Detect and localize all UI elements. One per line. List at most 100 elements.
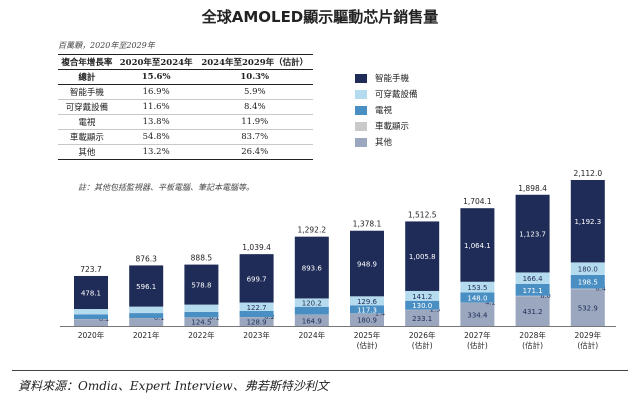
table-row: 電視 13.8% 11.9% [58,114,313,130]
data-label: 431.2 [523,308,543,316]
table-cell: 16.9% [115,84,197,100]
bar-segment [570,289,605,326]
bar-segment [294,298,329,307]
bar-segment [460,208,495,282]
source-note: 資料來源：Omdia、Expert Interview、弗若斯特沙利文 [18,379,329,393]
data-label: 124.5 [191,319,211,327]
total-label: 1,378.1 [353,220,382,229]
legend-item-others: 其他 [355,134,418,150]
total-label: 1,292.2 [297,226,326,235]
data-label: 478.1 [81,289,101,297]
legend-item-wearable: 可穿戴設備 [355,86,418,102]
data-label: 1,005.8 [409,253,436,261]
x-tick-label: (估計) [522,340,543,350]
bar-segment [570,179,605,263]
x-tick-label: (估計) [467,340,488,350]
bar-segment [350,313,384,326]
total-label: 1,704.1 [463,197,492,206]
bar-segment [460,292,495,303]
x-tick-label: (估計) [577,340,598,350]
bar-segment [184,264,219,305]
bar-segment [460,281,495,293]
bar-segment [184,304,219,312]
data-label: 1,192.3 [574,218,601,226]
bar-segment [74,309,108,315]
data-label: 128.9 [247,319,267,327]
bar-segment [239,254,274,303]
data-label: 130.0 [412,302,432,310]
x-tick-label: 2028年 [519,330,546,340]
bar-segment [570,288,605,290]
bar-segment [405,221,440,291]
bar-segment [184,317,219,326]
total-label: 723.7 [80,265,102,274]
x-tick-label: (估計) [357,340,378,350]
table-cell: 車載顯示 [58,129,116,145]
data-label: 171.1 [523,287,543,295]
data-label: 129.6 [357,298,378,306]
data-label: 532.9 [578,305,598,313]
bar-segment [350,230,384,297]
bar-segment [74,275,108,310]
chart-title: 全球AMOLED顯示驅動芯片銷售量 [201,8,439,26]
table-cell: 可穿戴設備 [58,99,116,115]
data-label: 948.9 [357,261,377,269]
bar-segment [294,314,329,326]
x-tick-label: 2023年 [243,330,270,340]
x-tick-label: 2022年 [188,330,215,340]
bar-segment [294,306,329,315]
bar-segment [129,306,164,314]
legend-item-smartphone: 智能手機 [355,70,418,86]
data-label: 180.0 [578,266,598,274]
bar-segment [405,290,440,301]
table-row: 其他 13.2% 26.4% [58,144,313,160]
x-tick-label: 2021年 [133,330,160,340]
data-label: 578.8 [191,282,211,290]
data-label: 141.2 [412,293,432,301]
table-cell: 54.8% [115,129,197,145]
bar-segment [405,300,440,310]
bar-segment [74,314,108,320]
x-tick-label: 2029年 [575,330,602,340]
cagr-total-row: 總計 15.6% 10.3% [58,69,313,85]
bar-segment [515,283,550,296]
bar-segment [515,194,550,273]
legend-swatch [355,73,367,83]
data-label: 120.2 [302,300,322,308]
source-divider [12,370,628,371]
data-label: 153.5 [467,284,487,292]
x-tick-label: 2027年 [464,330,491,340]
bar-segment [515,296,550,326]
x-tick-label: 2026年 [409,330,436,340]
unit-note: 百萬顆，2020年至2029年 [58,41,155,50]
data-label: 699.7 [247,275,267,283]
data-label: 0.1 [209,313,219,321]
table-cell: 10.3% [196,69,313,85]
table-row: 智能手機 16.9% 5.9% [58,84,313,100]
stacked-bar-chart: 100.60.167.577.4478.1723.72020年113.60.17… [60,169,616,350]
data-label: 1,064.1 [464,242,491,250]
cagr-header-label: 複合年增長率 [58,54,116,70]
total-label: 1,512.5 [408,210,437,219]
data-label: 122.7 [247,304,267,312]
legend-label: 電視 [375,106,393,116]
table-cell: 11.6% [115,99,197,115]
bar-segment [74,319,108,326]
bar-segment [405,309,440,326]
cagr-header-row: 複合年增長率 2020年至2024年 2024年至2029年（估計） [58,54,313,70]
legend-label: 其他 [375,138,393,148]
bar-segment [570,262,605,275]
legend-label: 可穿戴設備 [375,90,418,100]
data-label: 166.4 [523,275,544,283]
legend-label: 智能手機 [375,74,410,84]
table-cell: 電視 [58,114,116,130]
bar-segment [294,236,329,299]
bar-segment [239,310,274,318]
data-label: 596.1 [136,283,156,291]
legend-swatch [355,137,367,147]
x-tick-label: 2024年 [299,330,326,340]
x-tick-label: 2020年 [78,330,105,340]
bar-segment [570,274,605,289]
table-cell: 8.4% [196,99,313,115]
total-label: 888.5 [191,254,213,263]
